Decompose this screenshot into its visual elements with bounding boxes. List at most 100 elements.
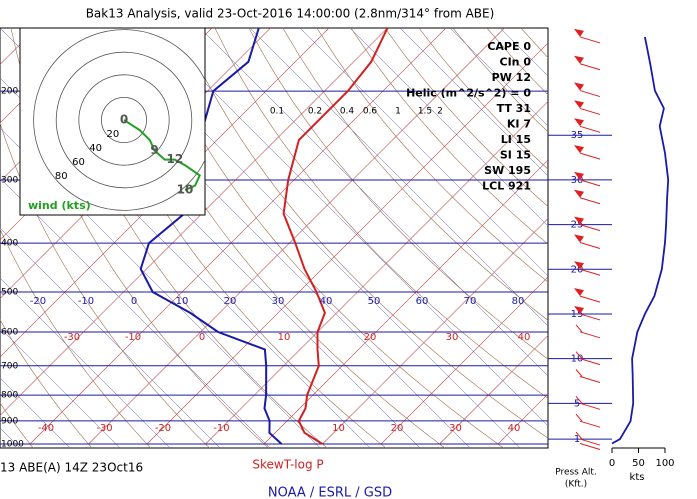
hodograph-label: 12 — [166, 152, 183, 166]
dry-adiabat — [589, 28, 697, 455]
x-tick-label: 10 — [332, 423, 345, 434]
height-tick-label: 30 — [571, 175, 584, 186]
background-line — [249, 28, 548, 327]
barb-pennant — [574, 55, 584, 64]
height-tick-label: 20 — [571, 264, 584, 275]
wind-barb — [575, 413, 601, 428]
barb-staff — [579, 90, 601, 98]
barb-staff — [579, 63, 601, 71]
isotherm — [0, 28, 330, 358]
speed-tick-label: 100 — [655, 458, 674, 469]
index-label: LCL 921 — [482, 180, 531, 193]
background-line — [349, 28, 548, 227]
isotherm — [205, 101, 548, 445]
mixing-ratio-label: 1 — [395, 107, 401, 117]
index-label: PW 12 — [492, 71, 531, 84]
isotherm — [439, 335, 548, 445]
isotherm — [0, 28, 388, 416]
height-axis-label: (Kft.) — [565, 480, 587, 490]
wind-barb — [574, 261, 601, 276]
isotherm — [380, 276, 548, 445]
speed-tick-label: 50 — [632, 458, 645, 469]
isotherm — [263, 159, 548, 445]
wind-barb — [574, 305, 601, 321]
wind-barb — [574, 171, 601, 187]
wind-barb — [574, 216, 601, 232]
hodograph-ring — [101, 97, 148, 144]
background-line — [0, 127, 321, 448]
barb-staff — [579, 241, 601, 249]
index-label: SW 195 — [484, 164, 531, 177]
index-label: SI 15 — [500, 149, 531, 162]
upper-label: 20 — [224, 296, 237, 307]
y-tick-label: 1000 — [1, 440, 24, 450]
barb-pennant — [574, 234, 584, 243]
x-tick-label: 40 — [508, 423, 521, 434]
barb-staff — [579, 402, 601, 410]
wind-barb — [574, 118, 601, 133]
wind-barb — [574, 55, 601, 71]
barb-staff — [579, 331, 601, 339]
background-line — [0, 327, 121, 448]
subtitle: SkewT-log P — [252, 458, 323, 472]
wind-barb — [574, 189, 601, 205]
hodograph-ring-label: 60 — [72, 157, 85, 168]
wind-barb — [575, 369, 601, 383]
index-label: KI 7 — [507, 118, 531, 131]
background-line — [600, 28, 697, 448]
barb-staff — [579, 224, 601, 232]
y-tick-label: 700 — [1, 361, 18, 371]
upper-label: -20 — [30, 296, 46, 307]
barb-pennant — [574, 28, 584, 37]
barb-staff — [579, 313, 601, 321]
isotherm — [615, 18, 697, 444]
x-tick-label: -40 — [38, 423, 54, 434]
wind-barb — [575, 395, 601, 410]
index-label: LI 15 — [501, 133, 531, 146]
barb-feather — [575, 431, 583, 440]
hodograph-ring — [33, 29, 205, 211]
height-tick-label: 25 — [571, 220, 584, 231]
wind-barb — [575, 351, 601, 366]
barb-pennant — [574, 189, 584, 198]
background-line — [550, 28, 697, 448]
isotherm — [146, 42, 548, 445]
hodograph-label: 9 — [150, 143, 158, 157]
background-line — [199, 28, 548, 377]
hodograph-title: wind (kts) — [28, 199, 91, 212]
background-line — [399, 28, 548, 177]
hodograph-label: 0 — [120, 113, 128, 127]
barb-pennant — [574, 145, 584, 154]
mixing-ratio-label: 0.4 — [340, 107, 355, 117]
mixing-ratio-label: 0.2 — [308, 107, 322, 117]
footer-left: 13 ABE(A) 14Z 23Oct16 — [0, 461, 143, 475]
wind-barb — [575, 431, 601, 446]
adiabat-label: 20 — [364, 332, 377, 343]
barb-staff — [579, 443, 601, 451]
hodograph-ring-label: 80 — [55, 171, 68, 182]
hodograph-ring-label: 40 — [89, 143, 102, 154]
wind-barb — [574, 100, 601, 115]
wind-barb — [574, 234, 601, 249]
y-tick-label: 400 — [1, 239, 18, 249]
isotherm — [557, 18, 697, 444]
background-line — [449, 28, 548, 127]
adiabat-label: 10 — [278, 332, 291, 343]
barb-staff — [579, 420, 601, 428]
barb-staff — [579, 125, 601, 133]
barb-pennant — [574, 100, 584, 109]
barb-staff — [579, 197, 601, 205]
upper-label: 50 — [368, 296, 381, 307]
barb-feather — [575, 351, 583, 359]
isotherm — [322, 218, 548, 445]
barb-pennant — [574, 305, 584, 314]
barb-pennant — [574, 82, 584, 91]
isotherm — [0, 28, 271, 299]
hodograph-trace — [123, 119, 201, 192]
barb-staff — [579, 152, 601, 160]
upper-label: 0 — [131, 296, 137, 307]
y-tick-label: 800 — [1, 391, 18, 401]
height-tick-label: 1 — [574, 434, 580, 445]
background-line — [149, 28, 548, 427]
